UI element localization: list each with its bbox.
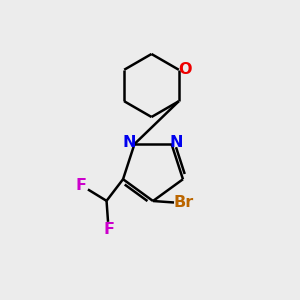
Text: N: N <box>170 135 183 150</box>
Text: Br: Br <box>173 195 194 210</box>
Text: F: F <box>103 222 114 237</box>
Text: F: F <box>76 178 87 193</box>
Text: O: O <box>178 62 192 77</box>
Text: N: N <box>123 135 136 150</box>
